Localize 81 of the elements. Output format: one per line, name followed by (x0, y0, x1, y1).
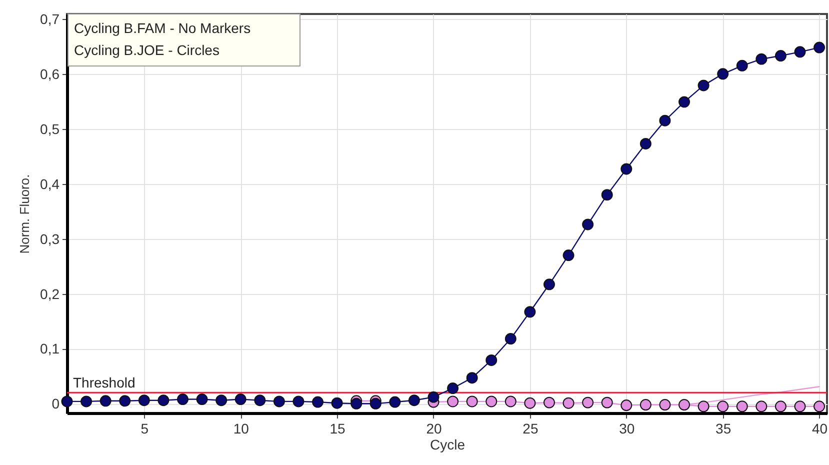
point (138, 394, 150, 406)
y-tick-label: 0,5 (40, 120, 60, 137)
point (736, 400, 748, 412)
point (814, 400, 826, 412)
point (678, 96, 690, 108)
point (331, 397, 343, 409)
point (100, 395, 112, 407)
point (524, 397, 536, 409)
annotation: Cycling B.JOE - Circles (74, 42, 220, 58)
point (254, 394, 266, 406)
point (562, 250, 574, 261)
point (158, 394, 170, 406)
y-tick-label: 0,4 (40, 176, 60, 192)
point (466, 396, 478, 408)
point (640, 399, 652, 410)
point (80, 396, 92, 408)
point (408, 394, 420, 406)
point (486, 396, 498, 408)
y-tick-label: 0 (52, 396, 60, 412)
x-tick-label: 5 (140, 420, 149, 436)
point (794, 400, 806, 412)
point (466, 372, 478, 384)
point (774, 50, 786, 62)
point (61, 396, 73, 408)
point (312, 396, 324, 408)
point (717, 400, 729, 412)
point (678, 399, 690, 410)
y-tick-label: 0,3 (40, 230, 60, 247)
point (350, 398, 362, 410)
point (698, 400, 710, 412)
point (736, 60, 748, 72)
x-axis-title: Cycle (430, 436, 466, 452)
x-tick-label: 10 (233, 420, 250, 436)
y-tick-label: 0,1 (40, 340, 60, 357)
x-tick-label: 30 (619, 420, 635, 436)
x-tick-label: 40 (812, 420, 828, 436)
point (273, 396, 285, 408)
y-tick-label: 0,6 (40, 66, 60, 82)
point (119, 395, 131, 407)
x-tick-label: 25 (522, 420, 538, 436)
point (582, 396, 594, 408)
point (601, 396, 613, 408)
y-axis-title: Norm. Fluoro. (17, 174, 32, 254)
point (524, 306, 536, 318)
ref-line-label: Threshold (73, 374, 136, 391)
point (717, 68, 729, 80)
point (389, 396, 401, 408)
y-tick-label: 0,2 (40, 286, 60, 302)
point (756, 53, 768, 65)
point (794, 46, 806, 58)
point (504, 396, 516, 408)
point (543, 396, 555, 408)
x-tick-label: 35 (716, 420, 732, 436)
point (486, 354, 498, 366)
point (216, 394, 228, 406)
point (196, 394, 208, 405)
point (774, 400, 786, 412)
point (814, 42, 826, 54)
point (543, 278, 555, 290)
point (176, 394, 188, 405)
point (620, 400, 632, 412)
point (447, 382, 459, 394)
point (698, 80, 710, 92)
point (370, 398, 382, 410)
point (234, 394, 246, 405)
point (659, 114, 671, 126)
x-tick-label: 15 (330, 420, 346, 436)
annotation: Cycling B.FAM - No Markers (74, 20, 251, 36)
point (640, 138, 652, 150)
x-tick-label: 20 (426, 420, 442, 436)
point (582, 218, 594, 230)
point (504, 333, 516, 345)
point (562, 397, 574, 409)
point (447, 396, 459, 408)
point (601, 189, 613, 201)
point (756, 400, 768, 412)
point (428, 391, 440, 403)
point (292, 396, 304, 408)
y-tick-label: 0,7 (40, 10, 60, 27)
point (659, 399, 671, 410)
point (620, 163, 632, 175)
